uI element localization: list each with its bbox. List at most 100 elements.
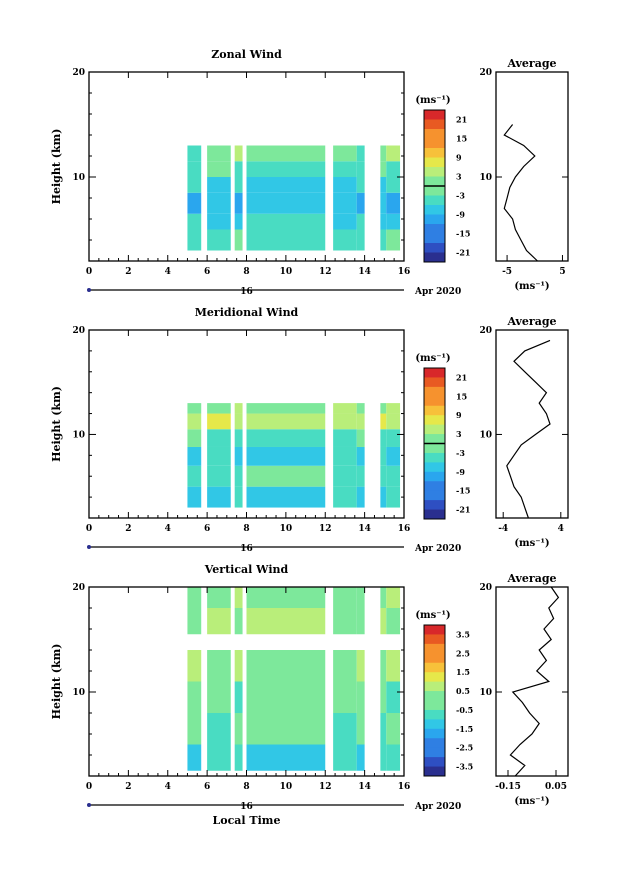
average-y-tick-label: 10 — [479, 173, 492, 183]
heatmap-cell — [234, 161, 243, 177]
date-day: 16 — [240, 802, 253, 812]
average-panel: Average 10 20 -5 5 (ms⁻¹) — [479, 57, 569, 292]
x-tick-label: 0 — [86, 782, 92, 792]
average-y-tick-label: 10 — [479, 688, 492, 698]
heatmap-cell — [207, 429, 231, 447]
average-x-tick-label: -5 — [502, 267, 512, 277]
x-tick-label: 14 — [358, 782, 371, 792]
y-axis-label: Height (km) — [50, 129, 63, 205]
heatmap-cell — [380, 161, 387, 177]
colorbar-tick-label: 21 — [456, 115, 467, 125]
colorbar-segment — [424, 110, 445, 120]
heatmap-cell — [187, 465, 202, 487]
heatmap-cell — [207, 145, 231, 162]
heatmap-cell — [207, 403, 231, 414]
colorbar-tick-label: -21 — [456, 505, 470, 515]
colorbar-segment — [424, 233, 445, 244]
heatmap-cell — [356, 650, 365, 682]
average-x-label: (ms⁻¹) — [514, 281, 549, 292]
colorbar-tick-label: 9 — [456, 410, 462, 420]
heatmap-cell — [333, 446, 357, 466]
colorbar-segment — [424, 443, 445, 454]
heatmap-cell — [234, 446, 243, 466]
colorbar-tick-label: -1.5 — [456, 724, 473, 734]
x-tick-label: 16 — [398, 267, 411, 277]
average-profile-line — [503, 124, 538, 262]
y-tick-label: 20 — [72, 68, 85, 78]
date-month: Apr 2020 — [414, 287, 461, 297]
average-profile-line — [506, 339, 551, 519]
heatmap-cell — [187, 681, 202, 713]
x-axis-label: Local Time — [213, 814, 281, 827]
x-tick-label: 0 — [86, 524, 92, 534]
colorbar-tick-label: 9 — [456, 153, 462, 163]
average-title: Average — [506, 572, 556, 585]
heatmap-cell — [356, 486, 365, 508]
average-frame — [495, 586, 569, 777]
average-y-tick-label: 10 — [479, 430, 492, 440]
heatmap-cell — [187, 229, 202, 251]
heatmap-cell — [356, 177, 365, 193]
heatmap-cell — [356, 429, 365, 447]
heatmap-cell — [356, 403, 365, 414]
heatmap-cell — [234, 650, 243, 682]
colorbar-segment — [424, 728, 445, 739]
colorbar-segment — [424, 176, 445, 187]
average-y-tick-label: 20 — [479, 583, 492, 593]
average-frame — [495, 71, 569, 262]
x-tick-label: 2 — [125, 267, 131, 277]
heatmap-cell — [246, 465, 326, 487]
average-title: Average — [506, 315, 556, 328]
heatmap-cell — [246, 744, 326, 771]
colorbar-tick-label: -9 — [456, 210, 465, 220]
heatmap-cell — [246, 413, 326, 430]
heatmap-cell — [380, 429, 387, 447]
heatmap-cell — [234, 229, 243, 251]
heatmap-cell — [246, 681, 326, 713]
colorbar-label: (ms⁻¹) — [415, 95, 450, 106]
heatmap-cell — [234, 145, 243, 162]
heatmap-cell — [187, 608, 202, 635]
heatmap-cell — [386, 650, 401, 682]
colorbar-tick-label: -0.5 — [456, 705, 473, 715]
heatmap-cell — [356, 681, 365, 713]
panel-1: Zonal Wind 0 2 4 6 8 10 12 14 16 10 20 Height (km) 16… — [50, 48, 569, 297]
heatmap-cell — [333, 403, 357, 414]
colorbar: 21 15 9 3 -3 -9 -15 -21 — [423, 109, 470, 263]
panel-title: Zonal Wind — [211, 48, 282, 61]
colorbar-tick-label: -15 — [456, 486, 470, 496]
colorbar-tick-label: 3 — [456, 172, 462, 182]
heatmap-cell — [234, 403, 243, 414]
heatmap-cell — [187, 403, 202, 414]
panel-2: Meridional Wind 0 2 4 6 8 10 12 14 16 10 20 Height (… — [50, 306, 569, 554]
colorbar-tick-label: -15 — [456, 229, 470, 239]
x-tick-label: 0 — [86, 267, 92, 277]
heatmap-cell — [386, 192, 401, 214]
colorbar-segment — [424, 252, 445, 263]
heatmap-cell — [207, 650, 231, 682]
x-tick-label: 16 — [398, 782, 411, 792]
y-tick-label: 10 — [72, 173, 85, 183]
colorbar-frame — [423, 624, 446, 777]
heatmap-cell — [356, 446, 365, 466]
heatmap-cell — [386, 486, 401, 508]
colorbar-segment — [424, 452, 445, 463]
heatmap-cell — [187, 145, 202, 162]
colorbar-tick-label: -3 — [456, 448, 465, 458]
colorbar-segment — [424, 186, 445, 196]
heatmap-cell — [386, 213, 401, 230]
heatmap-cell — [356, 465, 365, 487]
heatmap-cell — [356, 413, 365, 430]
x-tick-label: 14 — [358, 524, 371, 534]
colorbar-segment — [424, 148, 445, 158]
heatmap-cell — [333, 713, 357, 745]
heatmap-cell — [246, 145, 326, 162]
date-marker — [87, 545, 91, 549]
colorbar-tick-label: -3.5 — [456, 762, 473, 772]
heatmap-cell — [356, 213, 365, 230]
colorbar-segment — [424, 434, 445, 444]
colorbar-tick-label: 2.5 — [456, 648, 470, 658]
y-axis-label: Height (km) — [50, 644, 63, 720]
average-y-tick-label: 20 — [479, 68, 492, 78]
colorbar-segment — [424, 625, 445, 635]
